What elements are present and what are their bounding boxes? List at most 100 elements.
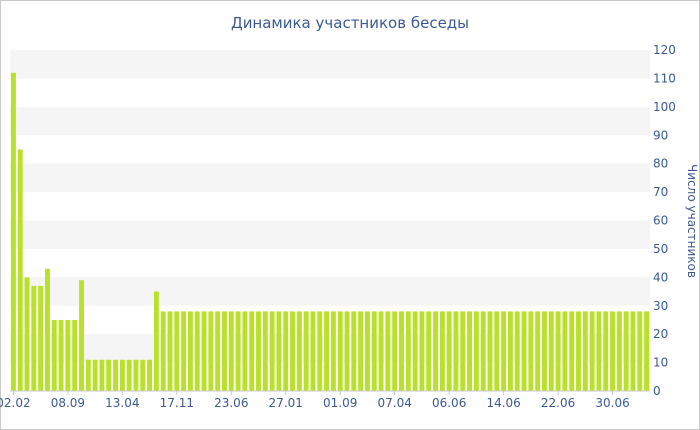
bar (535, 311, 541, 391)
grid-band (10, 163, 650, 193)
x-tick-label: 30.06 (595, 396, 629, 410)
bar (446, 311, 452, 391)
x-tick-label: 02.02 (0, 396, 31, 410)
x-tick-label: 27.01 (269, 396, 303, 410)
bar (58, 319, 64, 391)
x-tick-label: 08.09 (51, 396, 85, 410)
bar (576, 311, 581, 391)
y-tick-label: 20 (653, 327, 668, 341)
bar (528, 311, 534, 391)
bar (106, 359, 112, 391)
bar (249, 311, 255, 391)
y-tick-label: 10 (653, 356, 668, 370)
bars (10, 72, 650, 391)
bar (439, 311, 445, 391)
bar (351, 311, 357, 391)
bar (153, 291, 159, 391)
bar (494, 311, 500, 391)
y-axis-label: Число участников (685, 164, 699, 278)
bar (283, 311, 289, 391)
x-tick-label: 22.06 (541, 396, 575, 410)
bar (92, 359, 98, 391)
grid-band (10, 106, 650, 136)
y-tick-label: 110 (653, 71, 676, 85)
bar (358, 311, 364, 391)
bar (119, 359, 125, 391)
y-tick-label: 120 (653, 43, 676, 57)
bar (344, 311, 350, 391)
bar (79, 280, 84, 391)
bar (562, 311, 568, 391)
y-tick-label: 90 (653, 128, 668, 142)
bar (480, 311, 486, 391)
bar (616, 311, 622, 391)
bar (433, 311, 438, 391)
bar (215, 311, 221, 391)
y-tick-label: 60 (653, 214, 668, 228)
bar (262, 311, 268, 391)
x-tick-label: 06.06 (432, 396, 466, 410)
bar (242, 311, 248, 391)
bar (589, 311, 595, 391)
bar (555, 311, 561, 391)
bar (507, 311, 513, 391)
bar (181, 311, 187, 391)
x-tick-label: 13.04 (105, 396, 139, 410)
bar (208, 311, 214, 391)
bar (147, 359, 153, 391)
bar (228, 311, 234, 391)
bar (582, 311, 588, 391)
bar (160, 311, 166, 391)
bar (371, 311, 377, 391)
y-tick-label: 40 (653, 270, 668, 284)
x-tick-label: 14.06 (486, 396, 520, 410)
bar (548, 311, 554, 391)
bar (310, 311, 316, 391)
bar (187, 311, 193, 391)
bar (290, 311, 295, 391)
bar (296, 311, 302, 391)
bar (399, 311, 404, 391)
grid-band (10, 220, 650, 249)
bar (126, 359, 132, 391)
y-tick-label: 30 (653, 299, 668, 313)
bar (596, 311, 602, 391)
bar (630, 311, 636, 391)
grid-band (10, 334, 650, 363)
bar (45, 268, 50, 391)
x-tick-labels: 02.02 08.09 13.04 17.11 23.06 27.01 01.09 07.04… (0, 391, 630, 410)
y-tick-label: 50 (653, 242, 668, 256)
bar (140, 359, 146, 391)
bar (65, 319, 71, 391)
bar (419, 311, 425, 391)
bar (324, 311, 330, 391)
bar (644, 311, 650, 391)
bar (378, 311, 384, 391)
bar (453, 311, 459, 391)
bar (514, 311, 520, 391)
bar (385, 311, 391, 391)
bar (85, 359, 91, 391)
x-tick-label: 01.09 (323, 396, 357, 410)
bar (99, 359, 105, 391)
bar (637, 311, 643, 391)
bar (133, 359, 139, 391)
bar (623, 311, 629, 391)
bar (467, 311, 473, 391)
bar (24, 277, 30, 391)
bar (487, 311, 493, 391)
bar (521, 311, 527, 391)
chart-title: Динамика участников беседы (231, 14, 469, 32)
bar (174, 311, 180, 391)
bar (365, 311, 370, 391)
bar (31, 285, 37, 391)
bar (269, 311, 275, 391)
bar (603, 311, 609, 391)
x-tick-label: 23.06 (214, 396, 248, 410)
bar (460, 311, 466, 391)
bar (337, 311, 343, 391)
bar (405, 311, 411, 391)
bar (17, 149, 23, 391)
bar (201, 311, 207, 391)
